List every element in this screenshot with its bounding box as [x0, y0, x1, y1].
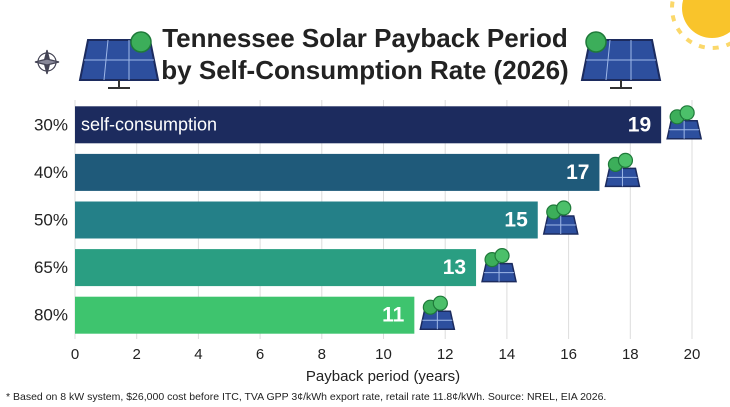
panel-lines — [422, 311, 453, 330]
coin — [679, 105, 695, 121]
coin — [494, 248, 510, 264]
bar — [75, 296, 415, 334]
bar — [75, 153, 600, 191]
value-label: 13 — [443, 256, 466, 279]
bar-annotation: self-consumption — [81, 115, 217, 135]
bar — [75, 249, 477, 287]
panel-icon — [481, 248, 517, 283]
panel-lines — [484, 263, 515, 282]
y-tick-label: 80% — [34, 306, 68, 325]
footnote: * Based on 8 kW system, $26,000 cost bef… — [6, 391, 606, 403]
coin — [617, 152, 634, 168]
x-tick-label: 16 — [560, 346, 577, 363]
panel-icon — [419, 295, 456, 330]
x-tick-label: 2 — [133, 346, 141, 363]
chart-title: by Self-Consumption Rate (2026) — [161, 55, 568, 85]
panel-lines — [607, 168, 638, 187]
value-label: 19 — [628, 113, 651, 136]
x-tick-label: 0 — [71, 346, 79, 363]
chart-title: Tennessee Solar Payback Period — [162, 23, 568, 53]
panel-lines — [545, 216, 576, 234]
compass — [34, 49, 60, 75]
solar-panel-left — [78, 31, 160, 89]
bar — [75, 201, 538, 239]
panel-icon — [666, 105, 703, 140]
y-tick-label: 40% — [34, 163, 68, 182]
x-tick-label: 12 — [437, 346, 454, 363]
coin — [432, 295, 448, 311]
value-label: 11 — [382, 304, 405, 327]
coin — [556, 200, 572, 216]
bar — [75, 106, 662, 144]
x-tick-label: 14 — [499, 346, 516, 363]
value-label: 15 — [504, 209, 528, 232]
x-tick-label: 20 — [684, 346, 701, 363]
solar-panel-right — [580, 31, 662, 89]
x-tick-label: 10 — [375, 346, 392, 363]
value-label: 17 — [566, 161, 589, 184]
sun — [670, 0, 730, 50]
x-tick-label: 4 — [194, 346, 202, 363]
panel-icon — [604, 152, 641, 188]
panel-lines — [669, 120, 700, 139]
y-tick-label: 30% — [34, 115, 68, 134]
y-tick-label: 50% — [34, 210, 68, 229]
x-tick-label: 18 — [622, 346, 639, 363]
x-tick-label: 6 — [256, 346, 264, 363]
panel-icon — [542, 200, 579, 235]
y-tick-label: 65% — [34, 258, 68, 277]
x-axis-label: Payback period (years) — [306, 368, 460, 385]
x-tick-label: 8 — [318, 346, 326, 363]
